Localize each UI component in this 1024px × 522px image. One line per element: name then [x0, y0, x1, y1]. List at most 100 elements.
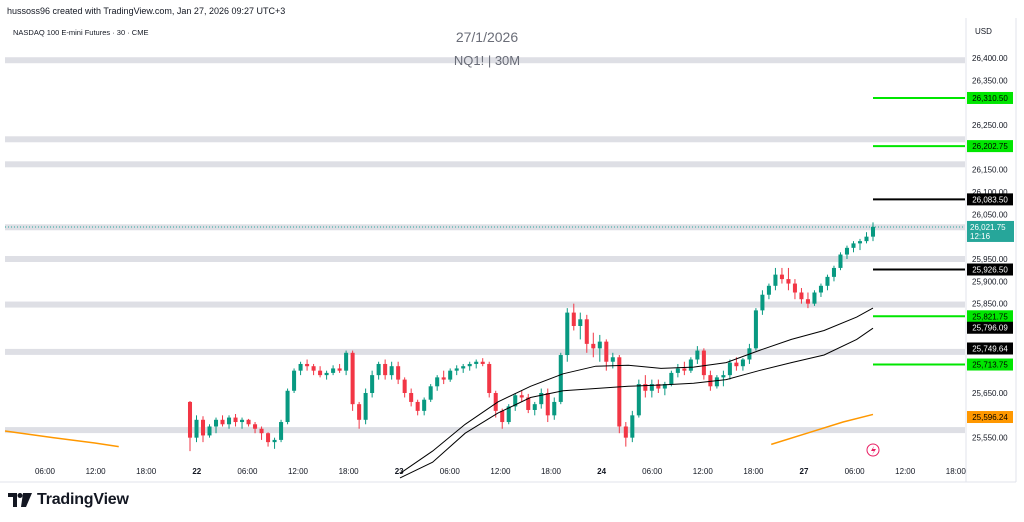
candle[interactable] — [818, 285, 823, 293]
candle[interactable] — [480, 361, 485, 364]
candle[interactable] — [519, 395, 524, 398]
candle[interactable] — [870, 226, 876, 237]
candle[interactable] — [402, 379, 407, 393]
candle[interactable] — [558, 355, 563, 402]
candle[interactable] — [864, 236, 869, 242]
candle[interactable] — [656, 384, 661, 389]
candle[interactable] — [389, 366, 394, 376]
candle[interactable] — [805, 299, 810, 304]
candle[interactable] — [187, 401, 193, 438]
candle[interactable] — [285, 390, 290, 423]
candle[interactable] — [331, 368, 336, 373]
candle[interactable] — [799, 292, 804, 300]
candle[interactable] — [350, 352, 355, 405]
candle[interactable] — [279, 422, 284, 440]
currency-label[interactable]: USD — [975, 27, 992, 36]
candle[interactable] — [597, 341, 602, 349]
candle[interactable] — [630, 415, 635, 438]
candle[interactable] — [825, 276, 830, 286]
candle[interactable] — [734, 362, 739, 367]
zone-band[interactable] — [5, 136, 965, 143]
candle[interactable] — [662, 384, 667, 389]
candle[interactable] — [357, 404, 362, 420]
candle[interactable] — [526, 397, 531, 410]
candle[interactable] — [435, 377, 440, 387]
candle[interactable] — [844, 247, 849, 255]
candle[interactable] — [266, 433, 271, 443]
candle[interactable] — [233, 417, 238, 423]
candle[interactable] — [298, 363, 303, 371]
candle[interactable] — [786, 279, 791, 284]
candle[interactable] — [305, 363, 310, 367]
candle[interactable] — [779, 274, 784, 280]
candle[interactable] — [753, 310, 758, 349]
candle[interactable] — [571, 312, 576, 326]
symbol-description[interactable]: NASDAQ 100 E-mini Futures · 30 · CME — [13, 28, 149, 37]
candle[interactable] — [214, 419, 219, 427]
candle[interactable] — [792, 283, 797, 293]
candle[interactable] — [383, 363, 388, 376]
candle[interactable] — [675, 368, 680, 373]
candle[interactable] — [200, 419, 206, 436]
candle[interactable] — [545, 393, 550, 416]
candle[interactable] — [474, 361, 479, 364]
zone-band[interactable] — [5, 427, 965, 434]
candle[interactable] — [610, 357, 615, 362]
candle[interactable] — [565, 312, 570, 356]
candle[interactable] — [253, 424, 258, 429]
candle[interactable] — [578, 319, 583, 326]
candle[interactable] — [259, 428, 264, 434]
candle[interactable] — [292, 370, 297, 391]
candle[interactable] — [643, 384, 648, 391]
candle[interactable] — [669, 372, 674, 385]
zone-band[interactable] — [5, 301, 965, 308]
zone-band[interactable] — [5, 161, 965, 168]
candle[interactable] — [422, 399, 427, 411]
zone-band[interactable] — [5, 256, 965, 262]
candle[interactable] — [220, 419, 225, 425]
zone-band[interactable] — [5, 348, 965, 355]
candle[interactable] — [773, 274, 778, 286]
candle[interactable] — [708, 375, 713, 387]
candle[interactable] — [539, 393, 544, 405]
candle[interactable] — [695, 350, 700, 360]
candle[interactable] — [272, 439, 277, 443]
candle[interactable] — [227, 417, 232, 425]
candle[interactable] — [714, 377, 719, 387]
candle[interactable] — [396, 366, 401, 380]
candle[interactable] — [851, 243, 856, 248]
candle[interactable] — [838, 254, 843, 268]
candle[interactable] — [552, 401, 557, 416]
candle[interactable] — [376, 363, 381, 376]
candle[interactable] — [207, 426, 212, 436]
candle[interactable] — [760, 294, 765, 311]
candle[interactable] — [591, 343, 596, 349]
candle[interactable] — [344, 352, 349, 371]
candle[interactable] — [454, 368, 459, 371]
candle[interactable] — [682, 368, 687, 371]
candle[interactable] — [448, 370, 453, 380]
candle[interactable] — [487, 363, 492, 393]
candle[interactable] — [636, 384, 641, 416]
candle[interactable] — [337, 368, 342, 371]
candle[interactable] — [441, 377, 446, 380]
candle[interactable] — [727, 362, 732, 376]
candle[interactable] — [318, 370, 323, 376]
zone-band[interactable] — [5, 57, 965, 64]
candle[interactable] — [428, 386, 433, 400]
candle[interactable] — [467, 363, 472, 367]
candle[interactable] — [812, 292, 817, 304]
candle[interactable] — [415, 401, 420, 411]
candle[interactable] — [409, 393, 414, 402]
candle[interactable] — [584, 319, 589, 344]
candle[interactable] — [721, 375, 726, 378]
candle[interactable] — [688, 359, 693, 371]
candle[interactable] — [506, 406, 511, 423]
candle[interactable] — [617, 357, 622, 427]
candle[interactable] — [649, 384, 654, 391]
candle[interactable] — [363, 393, 368, 420]
candle[interactable] — [604, 341, 609, 362]
candle[interactable] — [500, 410, 505, 423]
candle[interactable] — [623, 426, 628, 438]
